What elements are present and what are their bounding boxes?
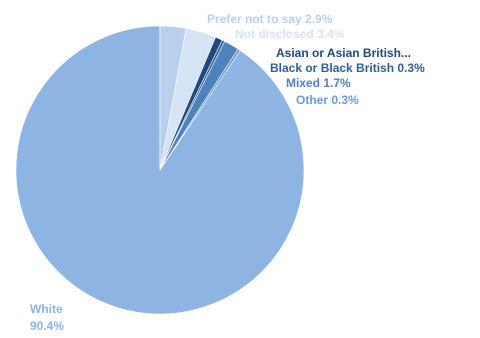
- slice-label-white-value: 90.4%: [30, 319, 64, 333]
- slice-label-black: Black or Black British 0.3%: [270, 61, 425, 75]
- slice-label-white-name: White: [30, 302, 63, 316]
- slice-label-prefer-not-to-say: Prefer not to say 2.9%: [207, 12, 333, 26]
- slice-label-mixed: Mixed 1.7%: [286, 76, 351, 90]
- slice-label-asian: Asian or Asian British...: [276, 46, 411, 60]
- pie-slices: [15, 25, 305, 315]
- slice-label-not-disclosed: Not disclosed 3.4%: [235, 27, 345, 41]
- pie-slice-other: [159, 48, 241, 171]
- slice-label-other: Other 0.3%: [296, 93, 359, 107]
- pie-labels: Prefer not to say 2.9% Not disclosed 3.4…: [30, 12, 425, 333]
